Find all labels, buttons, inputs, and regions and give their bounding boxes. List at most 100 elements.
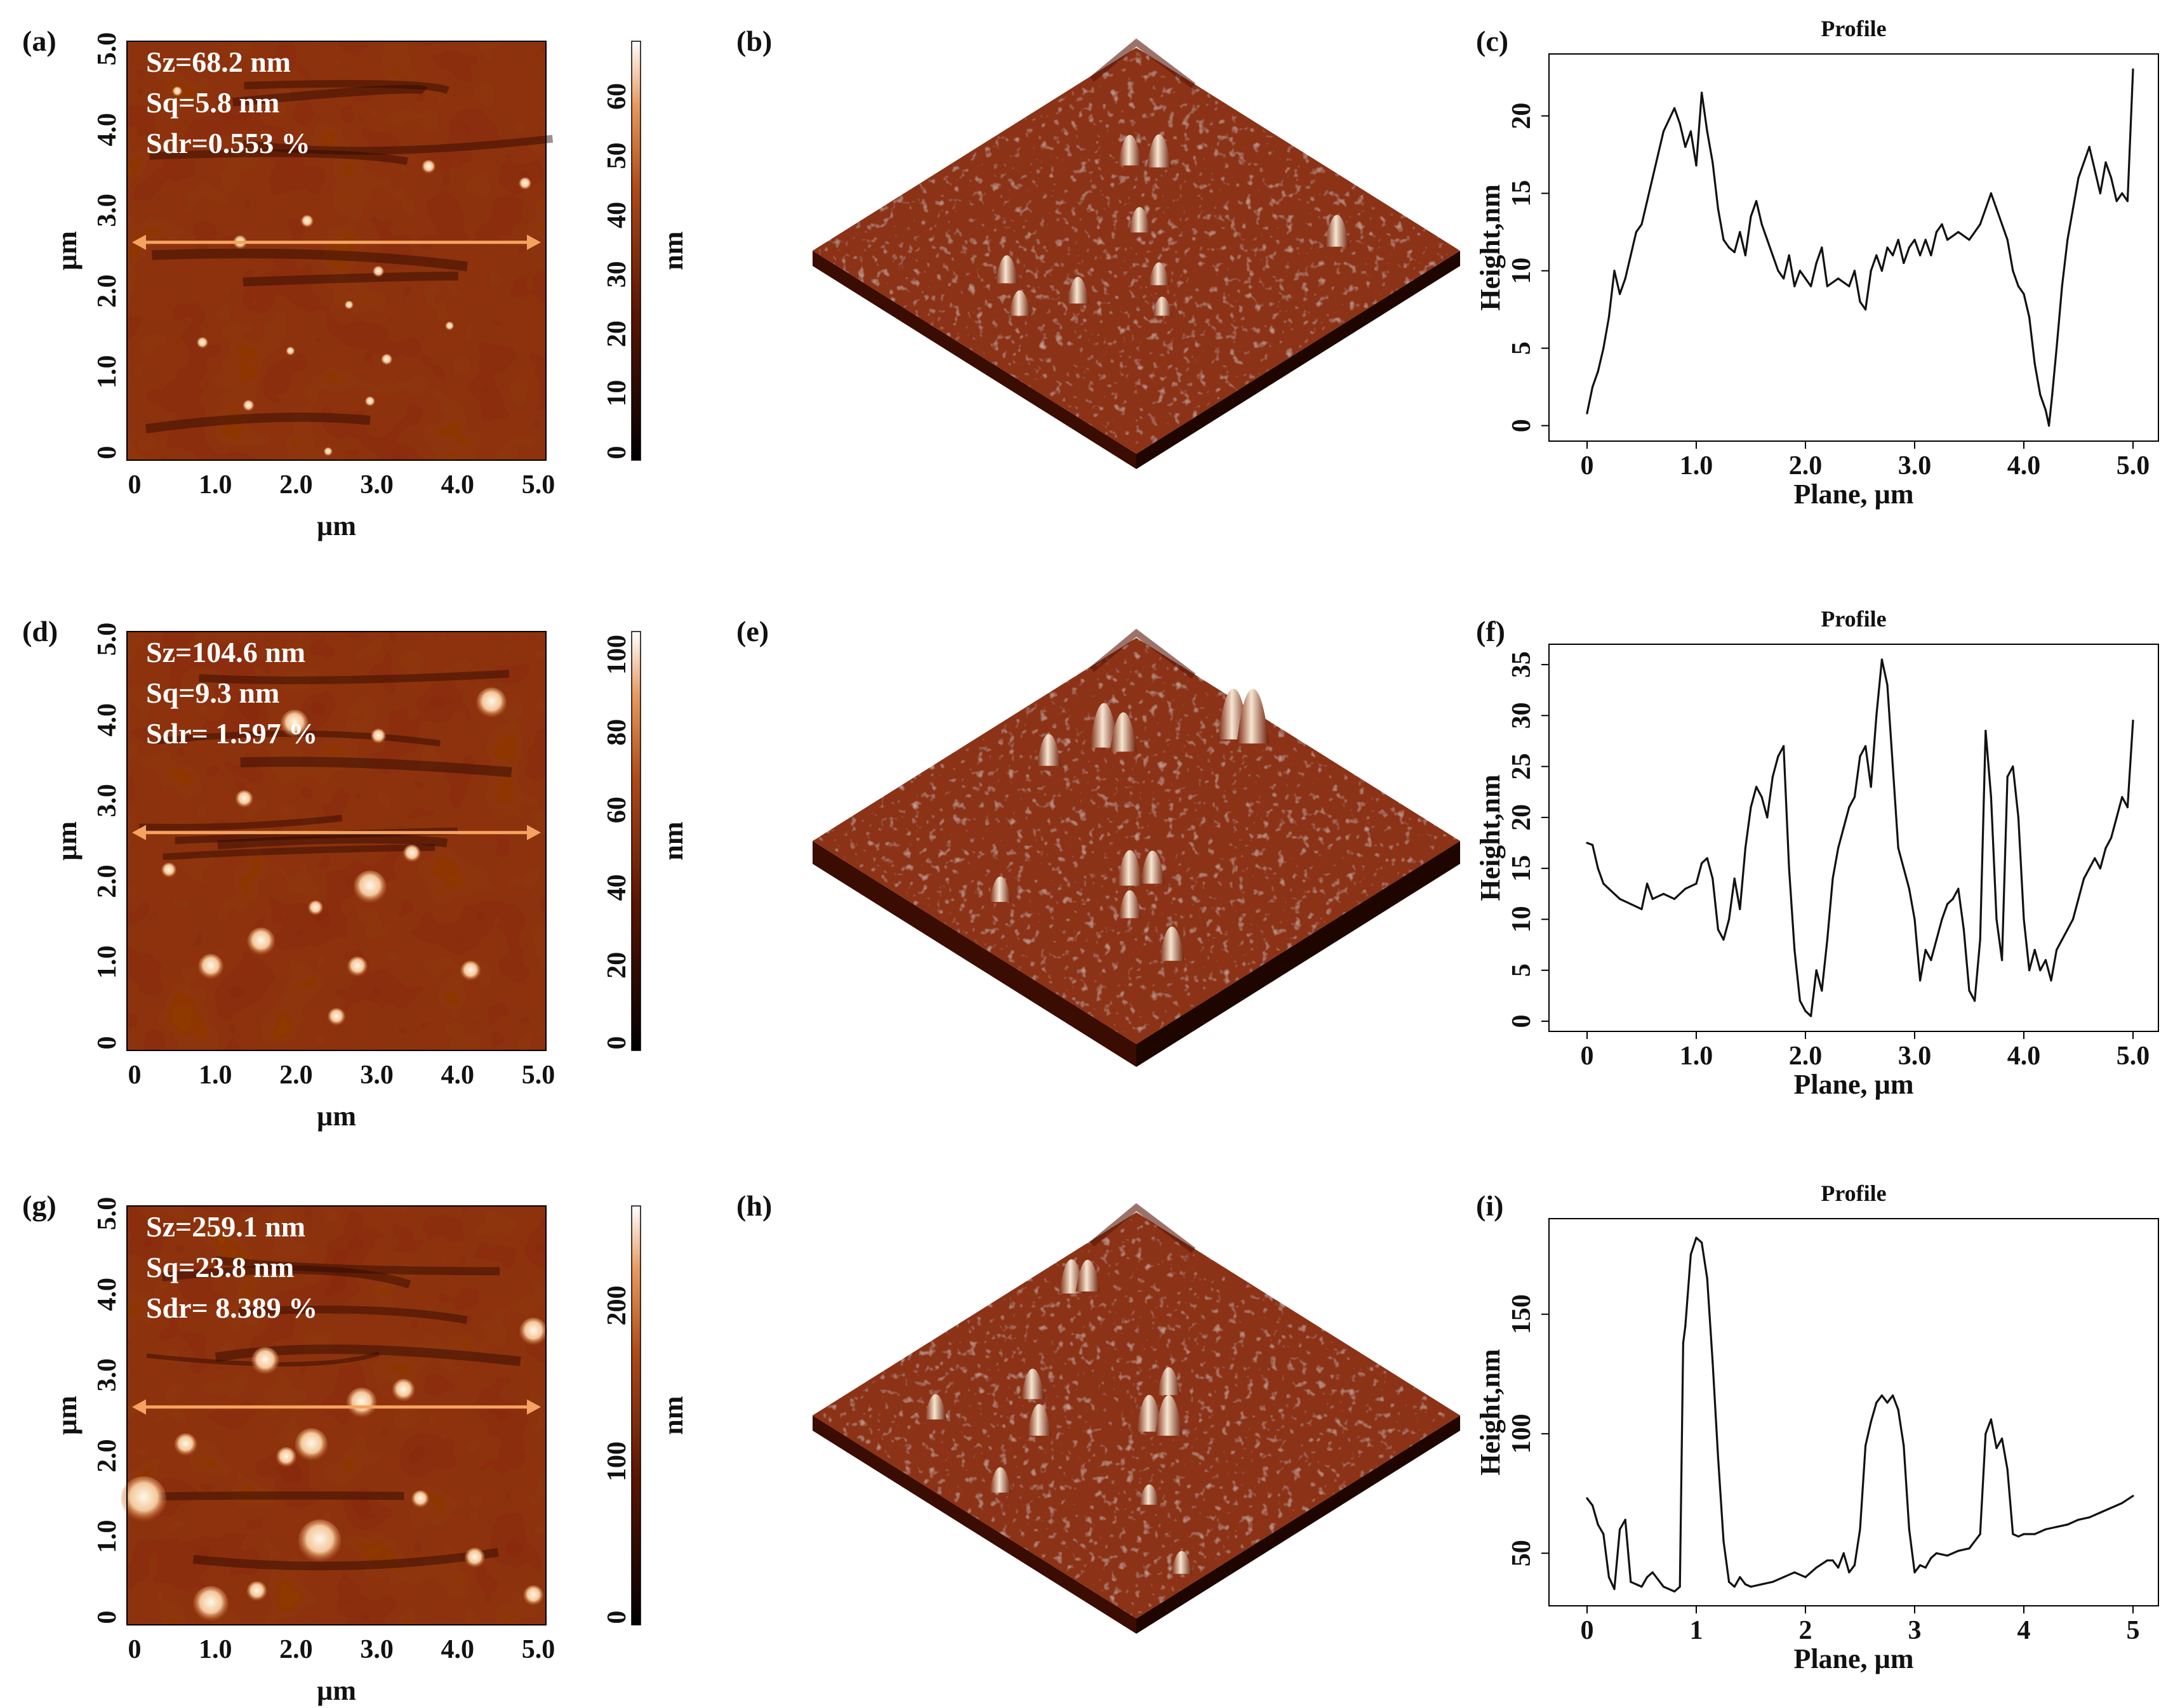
map-particle xyxy=(308,900,323,916)
map-particle xyxy=(371,729,386,744)
surface-top xyxy=(813,1212,1460,1619)
profile-point xyxy=(1941,223,1943,225)
profile-point xyxy=(1695,164,1698,167)
map-streak xyxy=(244,80,450,95)
map-streak xyxy=(133,1491,404,1501)
y-tick-label: 20 xyxy=(1507,804,1536,831)
profile-point xyxy=(1848,1571,1851,1573)
colorbar-tick: 0 xyxy=(602,446,632,460)
profile-point xyxy=(1984,729,1987,732)
profile-point xyxy=(1607,1576,1610,1579)
map-x-tick: 0 xyxy=(128,1061,142,1090)
map-particle xyxy=(347,957,368,977)
figure-row: (g) Sz=259.1 nm Sq=23.8 nm Sdr= 8.389 % 0 1.0… xyxy=(22,1181,2159,1706)
surface-peak xyxy=(1075,1259,1100,1292)
profile-point xyxy=(1586,842,1588,844)
profile-point xyxy=(1673,107,1676,109)
profile-point xyxy=(1760,223,1763,225)
profile-point xyxy=(1711,877,1714,880)
profile-point xyxy=(1624,277,1626,280)
profile-point xyxy=(1935,231,1937,234)
map-particle xyxy=(243,400,255,412)
profile-point xyxy=(1897,239,1899,241)
x-tick-label: 3 xyxy=(1908,1616,1922,1645)
profile-point xyxy=(1886,246,1889,249)
profile-series-line xyxy=(1586,1236,2134,1592)
panel-label: (a) xyxy=(22,25,56,57)
x-tick-label: 3.0 xyxy=(1898,451,1932,480)
profile-point xyxy=(1733,251,1736,253)
surface-peak xyxy=(989,877,1011,902)
map-frame xyxy=(126,631,547,1051)
profile-point xyxy=(1760,1583,1763,1586)
profile-point xyxy=(2033,362,2036,365)
profile-point xyxy=(1979,223,1981,225)
profile-point xyxy=(1613,270,1616,272)
profile-point xyxy=(1728,918,1731,921)
profile-point xyxy=(1788,867,1790,870)
profile-point xyxy=(1733,1586,1736,1588)
map-background xyxy=(127,41,546,460)
profile-point xyxy=(1722,938,1725,941)
map-particle xyxy=(523,1585,544,1606)
profile-point xyxy=(1951,897,1954,900)
map-streak xyxy=(215,1344,521,1367)
panel-label: (c) xyxy=(1476,25,1508,57)
profile-point xyxy=(1897,1408,1899,1411)
profile-point xyxy=(1837,1566,1840,1569)
map-streak xyxy=(240,757,512,778)
profile-point xyxy=(1607,316,1610,319)
map-particle xyxy=(251,1347,279,1375)
arrow-left-icon xyxy=(132,234,146,250)
profile-point xyxy=(1651,1571,1654,1573)
surface-top xyxy=(813,638,1460,1044)
y-axis-title: Height,nm xyxy=(1475,774,1506,901)
y-axis-title: Height,nm xyxy=(1475,1349,1506,1475)
map-particle xyxy=(323,447,333,456)
y-tick-label: 20 xyxy=(1507,103,1536,129)
profile-point xyxy=(1798,270,1801,272)
surface-peak xyxy=(1140,851,1165,884)
map-y-tick: 4.0 xyxy=(93,1278,122,1311)
x-tick-label: 4 xyxy=(2017,1616,2031,1645)
map-particle xyxy=(121,1476,167,1522)
profile-point xyxy=(1864,1445,1867,1447)
profile-point xyxy=(1864,308,1867,311)
roughness-stat: Sdr= 1.597 % xyxy=(146,717,317,750)
map-y-tick: 3.0 xyxy=(93,1358,122,1392)
profile-point xyxy=(1695,882,1698,885)
profile-point xyxy=(1968,239,1971,241)
y-tick-label: 5 xyxy=(1507,341,1536,355)
profile-point xyxy=(1957,1549,1960,1552)
map-y-tick: 0 xyxy=(93,1036,122,1050)
colorbar-gradient xyxy=(631,1205,641,1625)
profile-point xyxy=(2028,969,2031,972)
profile-point xyxy=(1695,1236,1698,1239)
afm-3d-surface xyxy=(813,628,1460,1067)
surface-peak xyxy=(1021,1368,1045,1400)
map-x-tick: 4.0 xyxy=(441,1635,475,1664)
x-tick-label: 2 xyxy=(1799,1616,1812,1645)
profile-point xyxy=(2077,1518,2080,1521)
x-axis-title: Plane, µm xyxy=(1793,1069,1913,1100)
profile-point xyxy=(2071,208,2074,210)
colorbar-tick: 40 xyxy=(602,202,632,228)
x-tick-label: 5.0 xyxy=(2117,1042,2150,1071)
profile-point xyxy=(1990,1418,1992,1420)
profile-point xyxy=(2071,918,2074,921)
colorbar-unit: nm xyxy=(658,231,689,270)
profile-point xyxy=(1684,145,1687,148)
map-x-tick: 5.0 xyxy=(522,1061,555,1090)
panel-label: (i) xyxy=(1476,1189,1503,1222)
map-streak xyxy=(232,84,428,107)
profile-point xyxy=(1706,857,1708,859)
surface-peak xyxy=(1117,850,1143,886)
profile-point xyxy=(2061,285,2063,288)
map-x-tick: 2.0 xyxy=(279,470,313,500)
y-tick-label: 25 xyxy=(1507,753,1536,780)
profile-point xyxy=(1739,1576,1741,1579)
chart-title: Profile xyxy=(1821,606,1886,632)
map-streak xyxy=(149,149,408,166)
profile-point xyxy=(2006,776,2009,778)
profile-chart: Profile 0 1.0 2.0 3.0 4.0 5.0 0 5 10 15 20 25 30 35 Pla… xyxy=(1475,606,2159,1100)
